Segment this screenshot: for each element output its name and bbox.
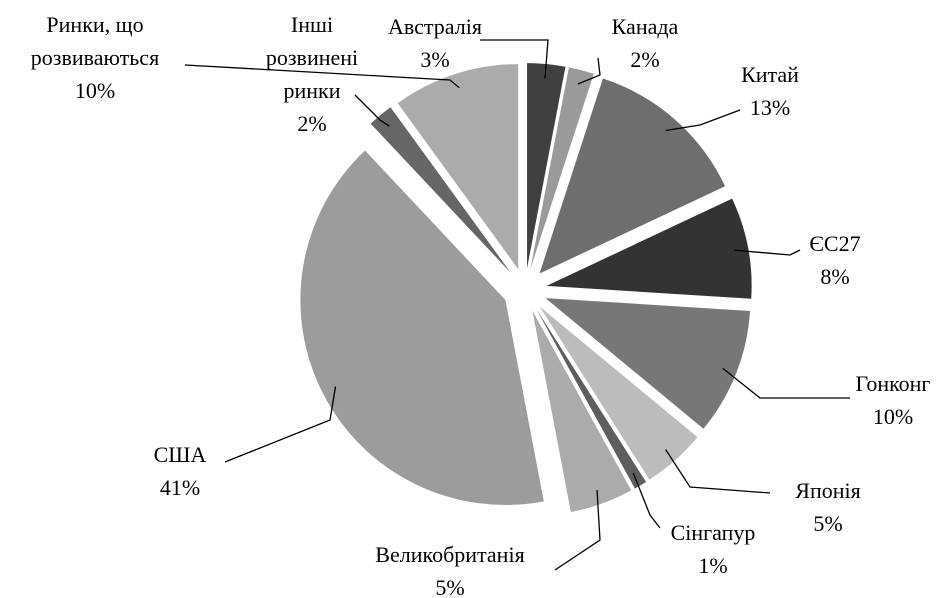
value-label: 10% xyxy=(872,404,914,429)
slice-label: Інші розвинені ринки 2% xyxy=(252,8,372,140)
leader-line xyxy=(554,490,601,571)
leader-line xyxy=(665,449,771,494)
category-label: Австралія xyxy=(388,14,482,39)
leader-line xyxy=(480,39,549,79)
slice-label: ЄС27 8% xyxy=(809,227,860,293)
category-label: США xyxy=(153,442,207,467)
category-label: Сінгапур xyxy=(670,520,756,545)
slice-label: Канада 2% xyxy=(612,10,679,76)
value-label: 8% xyxy=(820,264,850,289)
slice-label: Ринки, що розвиваються 10% xyxy=(0,8,190,107)
value-label: 1% xyxy=(698,553,728,578)
slice-label: Сінгапур 1% xyxy=(671,516,756,582)
category-label: Великобританія xyxy=(375,542,525,567)
category-label: ЄС27 xyxy=(809,231,861,256)
value-label: 2% xyxy=(630,47,660,72)
leader-line xyxy=(354,94,390,127)
value-label: 13% xyxy=(749,95,791,120)
pie-slice xyxy=(536,308,647,489)
category-label: Канада xyxy=(611,14,679,39)
pie-slice xyxy=(539,78,726,274)
pie-slice xyxy=(370,107,511,274)
pie-slice xyxy=(300,150,544,505)
leader-line xyxy=(722,367,850,399)
value-label: 5% xyxy=(813,511,843,536)
value-label: 5% xyxy=(435,575,465,598)
leader-line xyxy=(632,472,661,529)
value-label: 41% xyxy=(159,475,201,500)
pie-slice xyxy=(530,67,594,269)
leader-line xyxy=(184,64,460,89)
value-label: 10% xyxy=(74,78,116,103)
category-label: Ринки, що розвиваються xyxy=(30,12,160,70)
category-label: Гонконг xyxy=(855,371,931,396)
pie-slice xyxy=(545,298,751,429)
slice-label: Гонконг 10% xyxy=(856,367,931,433)
slice-label: Великобританія 5% xyxy=(375,538,524,598)
slice-label: США 41% xyxy=(154,438,207,504)
leader-line xyxy=(224,386,337,463)
pie-slice xyxy=(539,306,698,480)
slice-label: Австралія 3% xyxy=(388,10,482,76)
category-label: Японія xyxy=(795,478,861,503)
category-label: Китай xyxy=(741,62,799,87)
slice-label: Китай 13% xyxy=(741,58,799,124)
category-label: Інші розвинені ринки xyxy=(265,12,359,103)
pie-slice xyxy=(397,64,519,270)
value-label: 3% xyxy=(420,47,450,72)
leader-line xyxy=(665,109,741,132)
slice-label: Японія 5% xyxy=(795,474,860,540)
leader-line xyxy=(733,249,801,256)
value-label: 2% xyxy=(297,111,327,136)
leader-line xyxy=(577,57,601,85)
pie-slice xyxy=(546,198,752,299)
pie-slice xyxy=(532,310,632,513)
pie-slice xyxy=(527,63,566,269)
